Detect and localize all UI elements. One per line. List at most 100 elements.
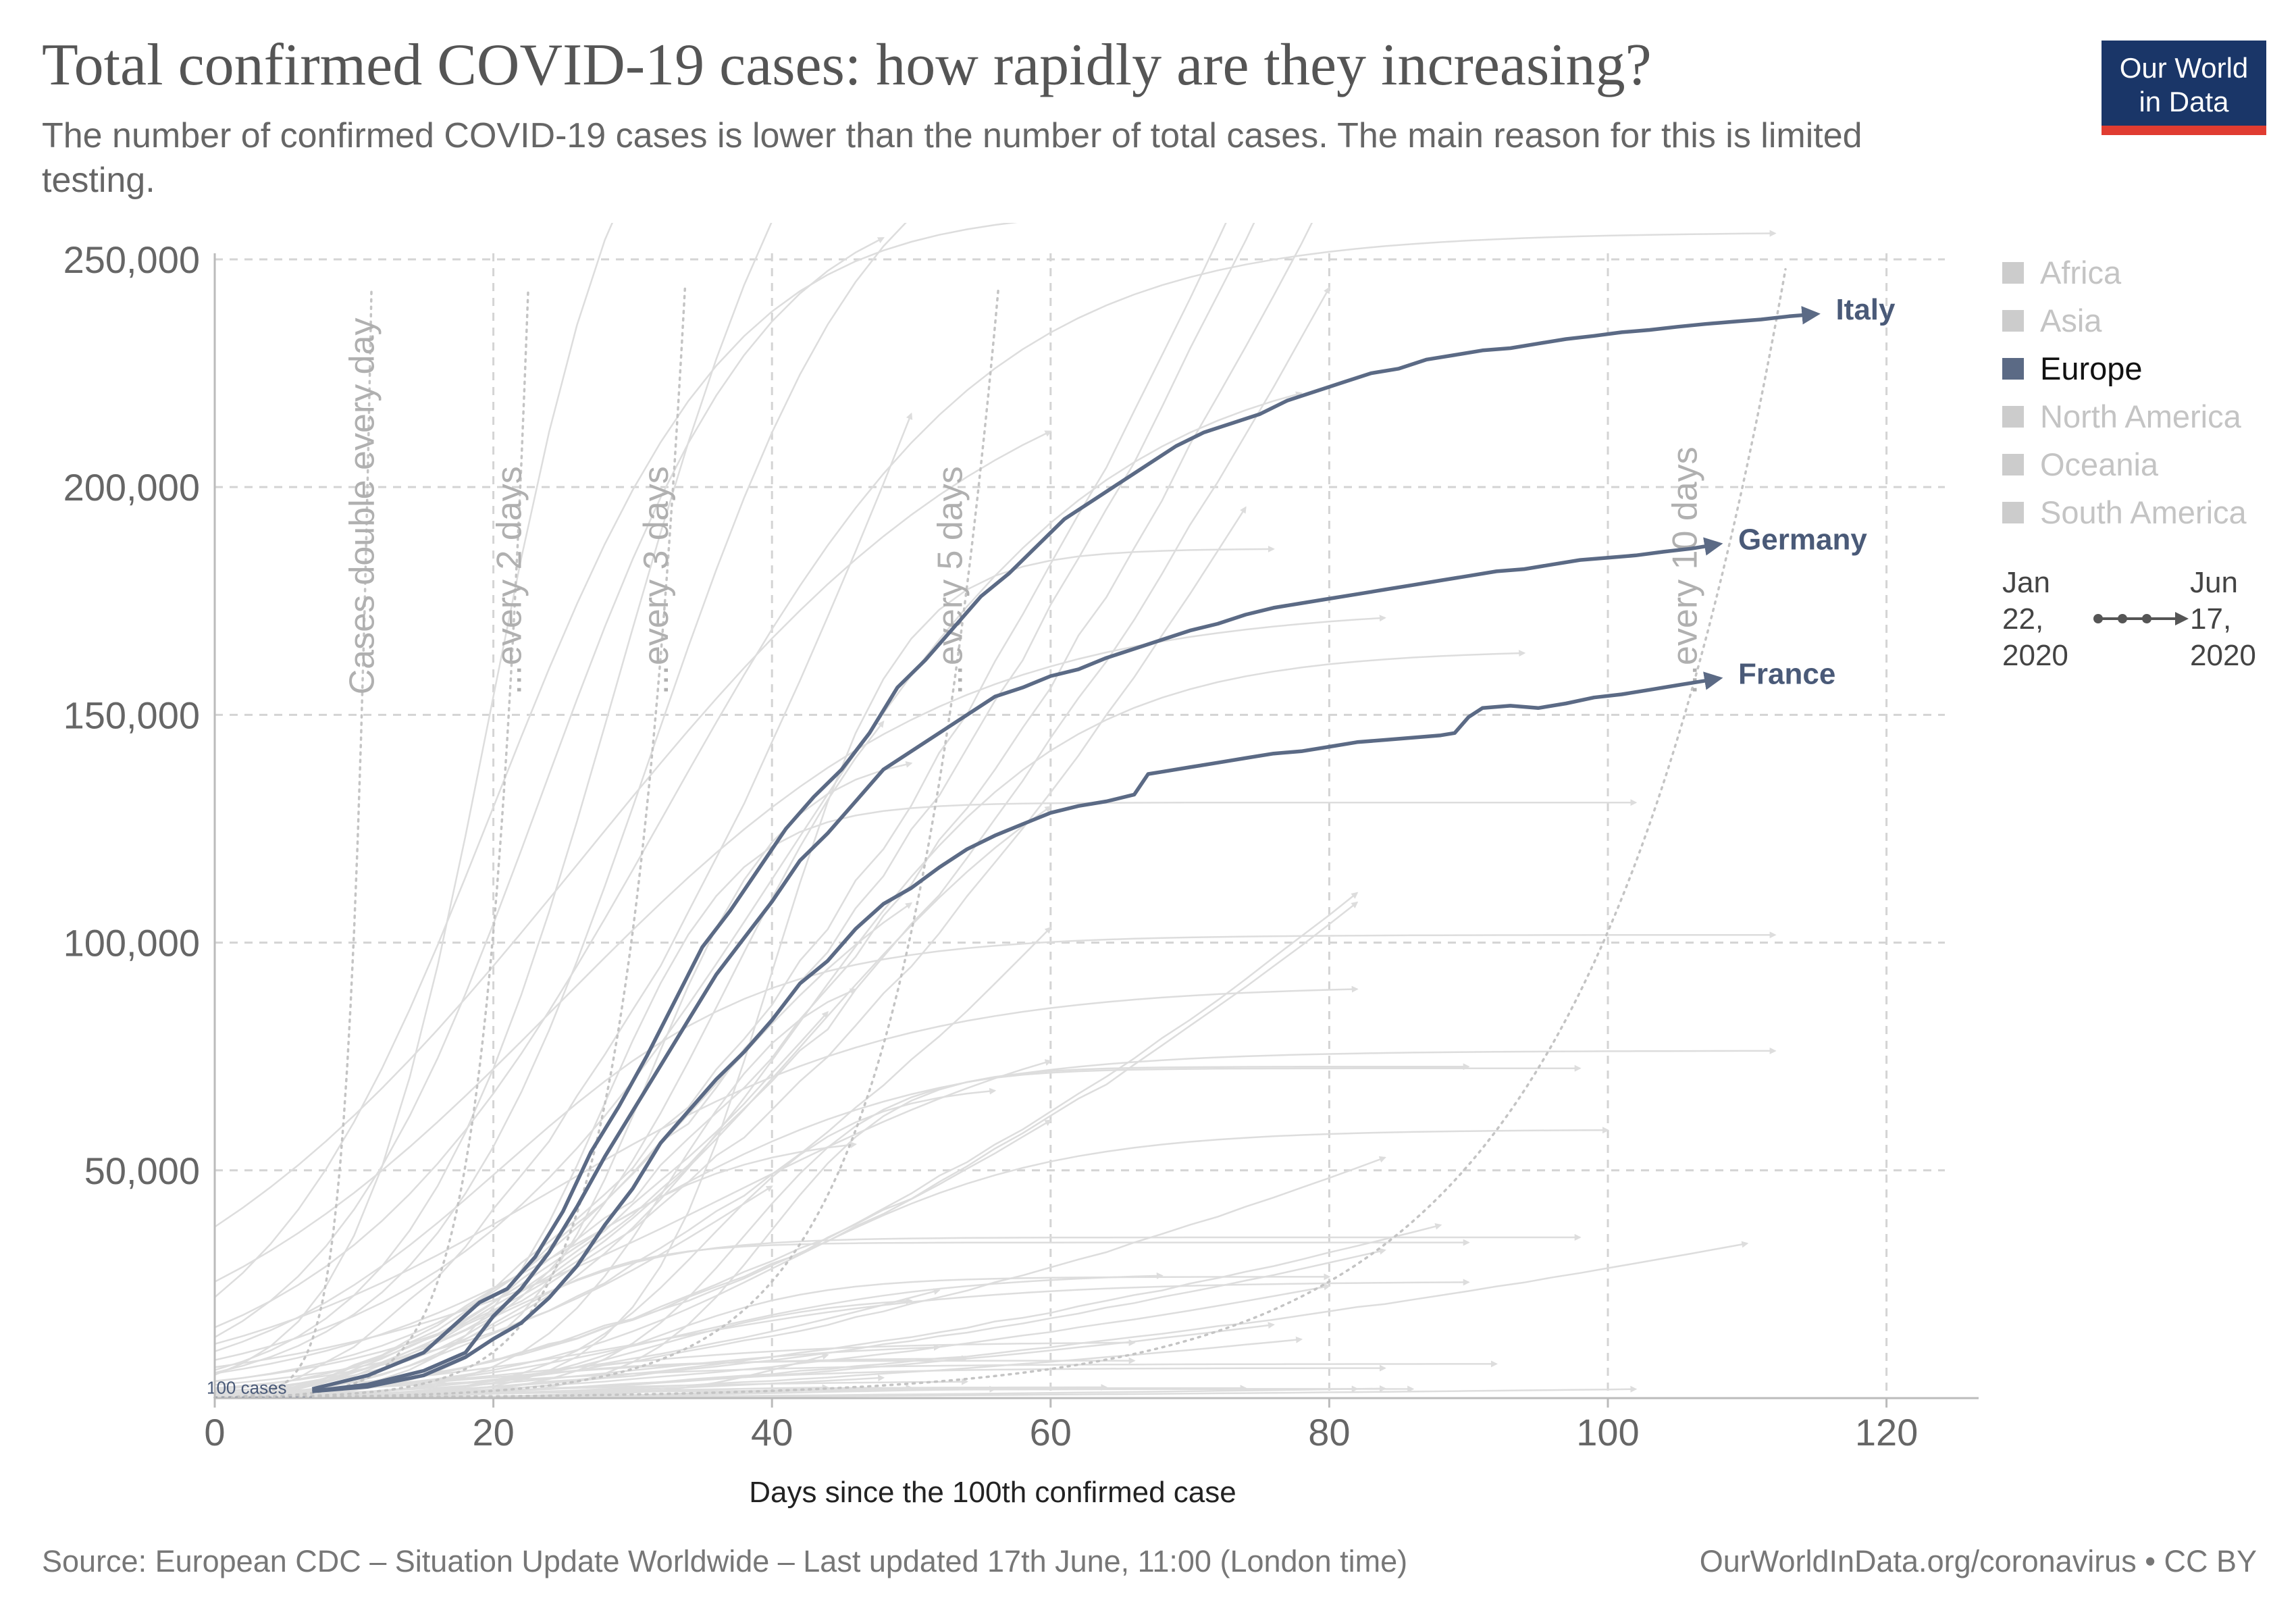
chart-title: Total confirmed COVID-19 cases: how rapi… xyxy=(42,32,1652,98)
y-tick-label: 250,000 xyxy=(63,238,200,281)
background-country-line xyxy=(215,650,1526,1389)
timeline-end-year: 2020 xyxy=(2190,639,2256,672)
background-country-line xyxy=(215,761,913,1398)
x-tick-label: 60 xyxy=(1030,1411,1072,1453)
background-country-line xyxy=(215,806,1052,1382)
x-tick-label: 120 xyxy=(1855,1411,1918,1453)
doubling-reference-label: ...every 3 days xyxy=(637,466,676,694)
doubling-reference-label: ...every 5 days xyxy=(931,466,970,694)
logo-line-2: in Data xyxy=(2139,86,2229,118)
background-country-line xyxy=(215,1064,1582,1398)
logo-accent-bar xyxy=(2102,126,2266,135)
timeline-slider[interactable]: Jan 22, 2020 Jun 17, 2020 xyxy=(2002,565,2266,686)
background-country-line xyxy=(215,985,1359,1345)
legend-swatch xyxy=(2002,405,2024,428)
timeline-track[interactable] xyxy=(2090,605,2191,632)
x-tick-label: 80 xyxy=(1308,1411,1350,1453)
chart-subtitle: The number of confirmed COVID-19 cases i… xyxy=(42,116,1862,200)
timeline-start-handle[interactable] xyxy=(2093,614,2103,623)
legend-item-south-america[interactable]: South America xyxy=(2002,488,2247,536)
doubling-reference-lines: Cases double every day ...every 2 days...… xyxy=(213,267,1787,1399)
timeline-start-month: Jan xyxy=(2002,566,2050,599)
legend-swatch xyxy=(2002,357,2024,380)
background-country-line xyxy=(215,1357,1136,1398)
timeline-end-day: 17, xyxy=(2190,602,2232,636)
background-country-line xyxy=(215,223,907,1374)
legend-swatch xyxy=(2002,309,2024,332)
background-country-line xyxy=(215,430,1052,1228)
line-chart: Cases double every day ...every 2 days...… xyxy=(63,223,1979,1509)
background-country-line xyxy=(215,286,1330,1398)
doubling-reference-label: Cases double every day xyxy=(343,318,382,695)
legend: Africa Asia Europe North America Oceania… xyxy=(2002,249,2247,536)
x-tick-label: 100 xyxy=(1576,1411,1639,1453)
legend-label: South America xyxy=(2040,494,2247,530)
series-label-france: France xyxy=(1738,657,1835,690)
timeline-start-year: 2020 xyxy=(2002,639,2068,672)
x-tick-label: 40 xyxy=(751,1411,793,1453)
y-tick-label: 50,000 xyxy=(84,1150,200,1192)
legend-label: Africa xyxy=(2040,255,2122,290)
source-note: Source: European CDC – Situation Update … xyxy=(42,1544,1408,1578)
legend-label: Europe xyxy=(2040,351,2143,386)
background-country-line xyxy=(215,1297,913,1398)
background-country-line xyxy=(215,223,1227,1398)
legend-item-europe[interactable]: Europe xyxy=(2002,344,2247,392)
background-country-line xyxy=(215,901,1359,1398)
logo-line-1: Our World xyxy=(2119,52,2249,84)
background-country-line xyxy=(215,223,614,1376)
series-line-germany[interactable] xyxy=(312,537,1723,1393)
background-country-line xyxy=(215,902,913,1383)
background-country-line xyxy=(215,223,1313,1398)
timeline-dot xyxy=(2118,614,2127,623)
background-country-line xyxy=(215,1059,1052,1368)
timeline-start-date: Jan 22, 2020 xyxy=(2002,565,2097,674)
background-country-line xyxy=(215,223,1018,1298)
y-tick-label: 200,000 xyxy=(63,466,200,509)
series-label-italy: Italy xyxy=(1835,293,1896,326)
timeline-dot xyxy=(2142,614,2151,623)
x-tick-label: 0 xyxy=(204,1411,225,1453)
doubling-reference-line xyxy=(213,267,1787,1399)
start-annotation: 100 cases xyxy=(207,1377,287,1397)
timeline-start-day: 22, xyxy=(2002,602,2044,636)
series-line-italy[interactable] xyxy=(311,306,1821,1391)
background-country-line xyxy=(215,615,1386,1283)
timeline-end-date: Jun 17, 2020 xyxy=(2190,565,2278,674)
series-line-france[interactable] xyxy=(312,671,1723,1393)
background-country-line xyxy=(215,412,913,1398)
legend-label: North America xyxy=(2040,398,2241,434)
legend-item-oceania[interactable]: Oceania xyxy=(2002,440,2247,488)
background-country-line xyxy=(215,506,1247,1398)
background-country-line xyxy=(215,391,1303,1361)
doubling-reference-line xyxy=(213,287,373,1399)
owid-logo[interactable]: Our World in Data xyxy=(2102,41,2266,135)
axes: Days since the 100th confirmed case 50,0… xyxy=(63,238,1979,1509)
legend-item-africa[interactable]: Africa xyxy=(2002,249,2247,297)
background-country-line xyxy=(215,1127,1609,1395)
legend-swatch xyxy=(2002,261,2024,284)
legend-swatch xyxy=(2002,501,2024,523)
background-country-line xyxy=(215,1360,1498,1394)
doubling-reference-label: ...every 10 days xyxy=(1666,446,1705,694)
background-country-line xyxy=(215,1047,1777,1374)
doubling-reference-line xyxy=(213,287,687,1399)
doubling-reference-line xyxy=(213,287,1000,1399)
y-tick-label: 150,000 xyxy=(63,694,200,736)
background-country-line xyxy=(215,1234,1582,1393)
background-country-line xyxy=(215,1141,857,1391)
x-tick-label: 20 xyxy=(472,1411,514,1453)
legend-item-north-america[interactable]: North America xyxy=(2002,392,2247,440)
timeline-end-month: Jun xyxy=(2190,566,2238,599)
doubling-reference-label: ...every 2 days xyxy=(490,466,529,694)
y-tick-label: 100,000 xyxy=(63,922,200,964)
timeline-end-arrow-icon[interactable] xyxy=(2175,612,2189,625)
grid-lines xyxy=(215,253,1945,1398)
credit-link[interactable]: OurWorldInData.org/coronavirus • CC BY xyxy=(1699,1544,2257,1578)
x-axis-title: Days since the 100th confirmed case xyxy=(749,1476,1236,1509)
legend-swatch xyxy=(2002,453,2024,475)
legend-item-asia[interactable]: Asia xyxy=(2002,297,2247,344)
background-country-lines xyxy=(215,223,1777,1398)
background-country-line xyxy=(215,223,773,1371)
series-label-germany: Germany xyxy=(1738,523,1867,556)
